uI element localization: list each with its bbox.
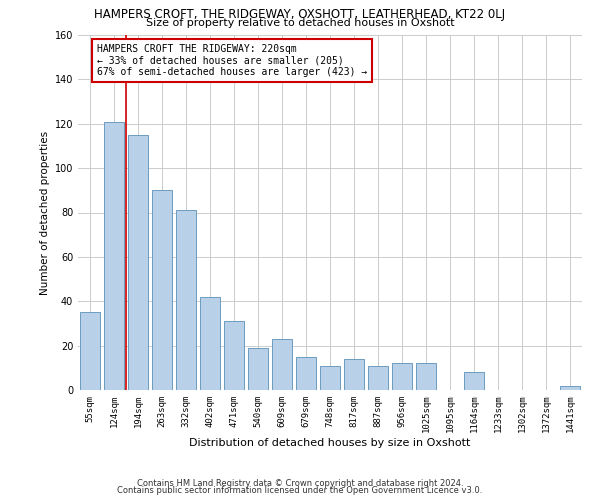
Bar — [272, 339, 292, 390]
Bar — [296, 356, 316, 390]
Text: HAMPERS CROFT, THE RIDGEWAY, OXSHOTT, LEATHERHEAD, KT22 0LJ: HAMPERS CROFT, THE RIDGEWAY, OXSHOTT, LE… — [94, 8, 506, 21]
Text: Contains public sector information licensed under the Open Government Licence v3: Contains public sector information licen… — [118, 486, 482, 495]
Text: HAMPERS CROFT THE RIDGEWAY: 220sqm
← 33% of detached houses are smaller (205)
67: HAMPERS CROFT THE RIDGEWAY: 220sqm ← 33%… — [97, 44, 367, 77]
Bar — [392, 364, 412, 390]
Bar — [416, 364, 436, 390]
Bar — [176, 210, 196, 390]
Bar — [368, 366, 388, 390]
Bar — [464, 372, 484, 390]
X-axis label: Distribution of detached houses by size in Oxshott: Distribution of detached houses by size … — [190, 438, 470, 448]
Bar — [200, 297, 220, 390]
Bar — [80, 312, 100, 390]
Bar — [248, 348, 268, 390]
Y-axis label: Number of detached properties: Number of detached properties — [40, 130, 50, 294]
Bar — [128, 135, 148, 390]
Bar — [104, 122, 124, 390]
Bar — [152, 190, 172, 390]
Text: Contains HM Land Registry data © Crown copyright and database right 2024.: Contains HM Land Registry data © Crown c… — [137, 478, 463, 488]
Bar — [560, 386, 580, 390]
Text: Size of property relative to detached houses in Oxshott: Size of property relative to detached ho… — [146, 18, 454, 28]
Bar — [320, 366, 340, 390]
Bar — [224, 321, 244, 390]
Bar — [344, 359, 364, 390]
